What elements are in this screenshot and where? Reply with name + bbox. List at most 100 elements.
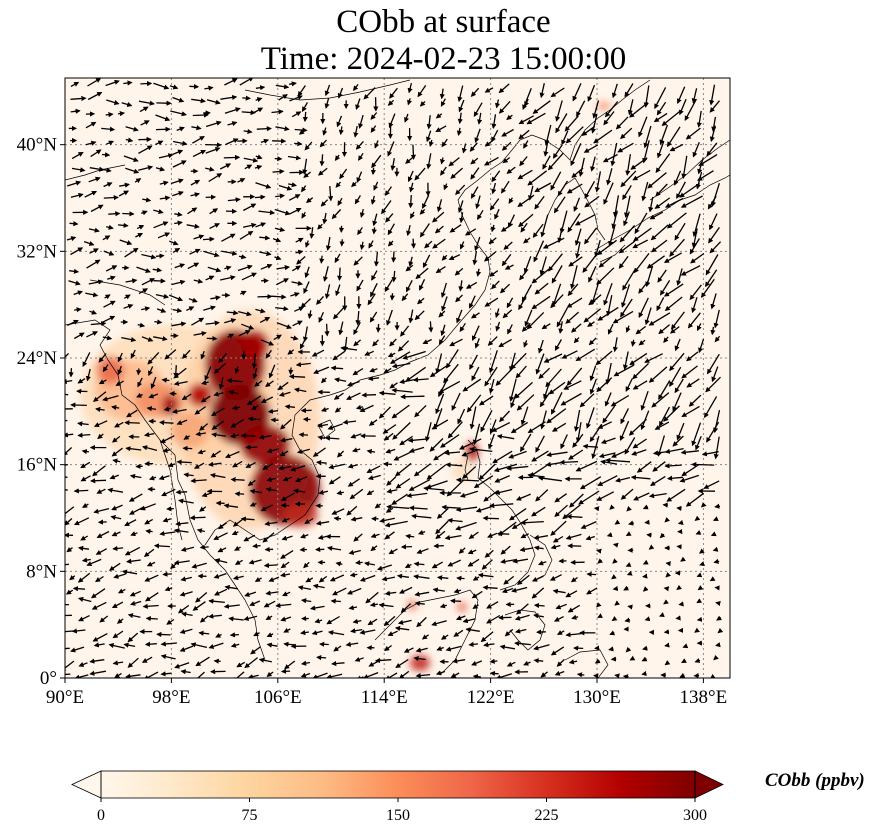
wind-arrow [705,269,718,288]
wind-arrow [564,115,579,132]
wind-arrow [655,153,671,174]
wind-arrow [618,255,629,269]
wind-arrow [456,127,462,137]
wind-arrow [594,171,602,193]
wind-arrow [400,325,410,337]
wind-arrow [324,323,330,337]
wind-arrow [174,220,183,226]
wind-arrow [419,223,430,238]
wind-arrow [391,362,411,369]
wind-arrow [664,296,683,312]
wind-arrow [471,366,480,382]
wind-arrow [102,364,109,373]
wind-arrow [630,339,636,347]
wind-arrow [408,256,414,267]
wind-arrow [89,248,99,254]
wind-arrow [611,83,618,99]
wind-arrow [382,461,392,467]
wind-arrow [205,320,220,326]
wind-arrow [298,432,309,438]
wind-arrow [367,375,380,382]
wind-arrow [280,502,290,509]
wind-arrow [692,142,700,158]
wind-arrow [700,278,715,298]
wind-arrow [629,352,648,366]
wind-arrow [691,297,698,314]
wind-arrow [590,114,598,134]
wind-arrow [638,116,648,138]
wind-arrow [355,559,363,566]
wind-arrow [200,395,211,403]
wind-arrow [633,253,650,274]
wind-arrow [521,322,531,332]
wind-arrow [356,171,363,183]
wind-arrow [190,192,201,198]
wind-arrow [372,339,379,347]
wind-arrow [622,351,629,371]
wind-arrow [565,311,580,324]
wind-arrow [255,182,272,189]
wind-arrow [375,323,381,333]
wind-arrow [172,96,185,103]
wind-arrow [544,124,552,146]
wind-arrow [140,80,153,87]
wind-arrow [188,297,198,303]
lon-tick-label: 90°E [46,687,84,708]
wind-arrow [205,275,215,281]
wind-arrow [424,240,433,249]
wind-arrow [239,290,247,296]
wind-arrow [189,83,200,90]
wind-arrow [426,115,432,130]
wind-arrow [72,586,86,592]
wind-arrow [371,227,377,235]
wind-arrow [475,195,481,210]
wind-arrow [293,387,307,393]
wind-arrow [506,166,516,174]
wind-arrow [680,195,703,208]
wind-arrow [488,378,495,394]
wind-arrow [656,297,665,312]
wind-arrow [663,283,684,297]
wind-arrow [606,294,613,317]
wind-arrow [202,236,215,242]
wind-arrow [227,333,235,339]
wind-arrow [570,143,582,167]
wind-arrow [339,168,348,180]
wind-arrow [669,366,682,387]
wind-arrow [142,197,152,203]
wind-arrow [713,309,720,329]
wind-arrow [272,237,282,243]
wind-arrow [565,126,584,144]
wind-arrow [317,223,323,230]
wind-arrow [147,351,160,365]
wind-arrow [436,199,443,213]
wind-arrow [145,615,158,622]
wind-arrow [590,156,596,172]
wind-arrow [256,126,272,132]
wind-arrow [70,192,84,198]
wind-arrow [426,130,432,143]
colorbar-gradient [101,771,695,798]
wind-arrow [69,221,79,227]
wind-arrow [496,531,510,537]
wind-arrow [410,211,415,219]
wind-arrow [89,309,97,315]
wind-arrow [635,325,647,335]
wind-arrow [685,127,701,140]
wind-arrow [648,312,671,326]
wind-arrow [574,214,596,226]
wind-arrow [566,297,583,308]
wind-arrow [570,265,578,290]
wind-arrow [322,127,328,136]
wind-arrow [106,224,114,230]
wind-arrow [372,213,378,227]
wind-arrow [690,252,705,264]
wind-arrow [213,658,221,664]
wind-arrow [237,178,246,183]
wind-arrow [364,350,374,356]
wind-arrow [101,167,112,173]
wind-arrow [414,167,426,181]
wind-arrow [669,143,684,152]
wind-arrow [594,240,601,258]
wind-arrow [417,85,427,98]
